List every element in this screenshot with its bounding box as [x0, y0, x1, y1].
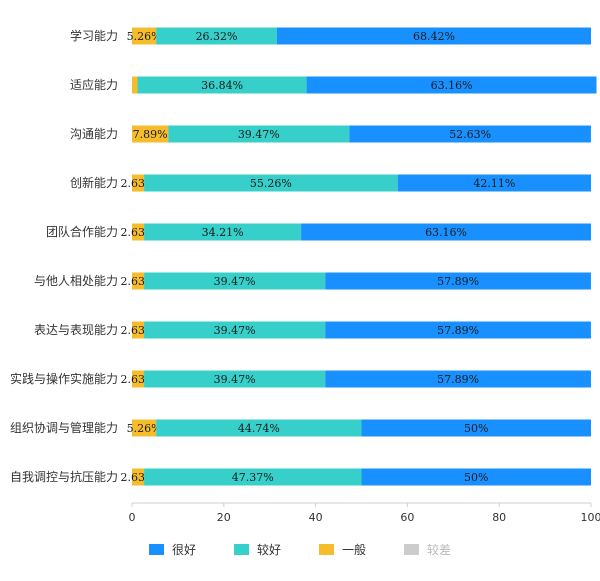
bar-value-label: 63.16%: [431, 79, 473, 92]
x-axis-ticks: 0 20 40 60 80 100: [129, 503, 600, 524]
bar-segment[interactable]: [397, 174, 591, 192]
bar-segment[interactable]: [306, 76, 597, 94]
bar-value-label: 42.11%: [473, 177, 515, 190]
bar-segment[interactable]: [137, 76, 307, 94]
bar-segment[interactable]: [168, 125, 350, 143]
bar-value-label: 57.89%: [437, 275, 479, 288]
bars-layer: 5.26% 26.32% 68.42% 36.84% 63.16% 7.89% 39.47%…: [121, 27, 597, 486]
category-label: 与他人相处能力: [34, 274, 118, 288]
x-tick-label: 40: [309, 511, 323, 524]
legend-swatch: [148, 543, 164, 555]
bar-value-label: 52.63%: [449, 128, 491, 141]
category-label: 适应能力: [70, 77, 118, 92]
bar-segment[interactable]: [361, 419, 592, 437]
bar-value-label: 47.37%: [232, 471, 274, 484]
legend-item[interactable]: 很好: [148, 541, 196, 558]
category-label: 自我调控与抗压能力: [10, 469, 118, 484]
category-label: 表达与表现能力: [34, 323, 118, 337]
bar-value-label: 68.42%: [413, 30, 455, 43]
bar-segment[interactable]: [144, 370, 326, 388]
bar-segment[interactable]: [132, 419, 157, 437]
bar-value-label: 39.47%: [214, 324, 256, 337]
bar-value-label: 50%: [464, 422, 488, 435]
legend-item[interactable]: 较差: [404, 541, 451, 558]
bar-segment[interactable]: [132, 468, 145, 486]
stacked-bar-chart: 5.26% 26.32% 68.42% 36.84% 63.16% 7.89% 39.47%…: [10, 27, 600, 524]
bar-segment[interactable]: [349, 125, 591, 143]
category-label: 组织协调与管理能力: [10, 420, 118, 435]
bar-value-label: 39.47%: [238, 128, 280, 141]
legend-item[interactable]: 较好: [233, 541, 281, 558]
bar-segment[interactable]: [132, 272, 145, 290]
x-tick-label: 100: [581, 511, 600, 524]
category-label: 团队合作能力: [46, 224, 118, 239]
bar-segment[interactable]: [325, 321, 591, 339]
bar-segment[interactable]: [156, 27, 277, 45]
bar-value-label: 39.47%: [214, 275, 256, 288]
bar-segment[interactable]: [132, 174, 145, 192]
bar-segment[interactable]: [361, 468, 592, 486]
legend-label: 较差: [427, 542, 452, 557]
bar-value-label: 5.26%: [127, 422, 162, 435]
legend-swatch: [319, 543, 334, 555]
bar-segment[interactable]: [301, 223, 591, 241]
x-tick-label: 0: [129, 511, 136, 524]
legend-item[interactable]: 一般: [319, 541, 366, 558]
legend-label: 很好: [171, 542, 196, 557]
category-label: 实践与操作实施能力: [10, 371, 118, 386]
bar-value-label: 50%: [464, 471, 488, 484]
bar-segment[interactable]: [144, 321, 326, 339]
bar-segment[interactable]: [132, 223, 145, 241]
legend: 很好 较好 一般 较差: [0, 537, 600, 561]
bar-segment[interactable]: [132, 76, 138, 94]
bar-segment[interactable]: [144, 272, 326, 290]
bar-value-label: 57.89%: [437, 373, 479, 386]
bar-value-label: 44.74%: [238, 422, 280, 435]
bar-segment[interactable]: [144, 174, 398, 192]
bar-segment[interactable]: [132, 27, 157, 45]
bar-segment[interactable]: [144, 223, 302, 241]
category-labels: 学习能力适应能力沟通能力创新能力团队合作能力与他人相处能力表达与表现能力实践与操…: [10, 28, 118, 484]
bar-value-label: 63.16%: [425, 226, 467, 239]
bar-value-label: 39.47%: [214, 373, 256, 386]
category-label: 学习能力: [70, 28, 118, 43]
bar-segment[interactable]: [276, 27, 591, 45]
bar-value-label: 55.26%: [250, 177, 292, 190]
bar-value-label: 57.89%: [437, 324, 479, 337]
bar-value-label: 26.32%: [196, 30, 238, 43]
legend-label: 一般: [342, 542, 367, 557]
legend-label: 较好: [256, 542, 281, 557]
category-label: 沟通能力: [70, 127, 118, 141]
x-tick-label: 80: [492, 511, 506, 524]
bar-segment[interactable]: [325, 272, 591, 290]
legend-swatch: [404, 543, 420, 555]
bar-segment[interactable]: [132, 370, 145, 388]
legend-swatch: [233, 543, 249, 555]
category-label: 创新能力: [70, 175, 118, 190]
x-tick-label: 20: [217, 511, 231, 524]
bar-value-label: 34.21%: [202, 226, 244, 239]
bar-segment[interactable]: [132, 125, 169, 143]
bar-value-label: 5.26%: [127, 30, 162, 43]
bar-segment[interactable]: [144, 468, 362, 486]
bar-value-label: 36.84%: [201, 79, 243, 92]
bar-segment[interactable]: [132, 321, 145, 339]
x-tick-label: 60: [400, 511, 414, 524]
bar-value-label: 7.89%: [133, 128, 168, 141]
bar-segment[interactable]: [325, 370, 591, 388]
bar-segment[interactable]: [156, 419, 362, 437]
